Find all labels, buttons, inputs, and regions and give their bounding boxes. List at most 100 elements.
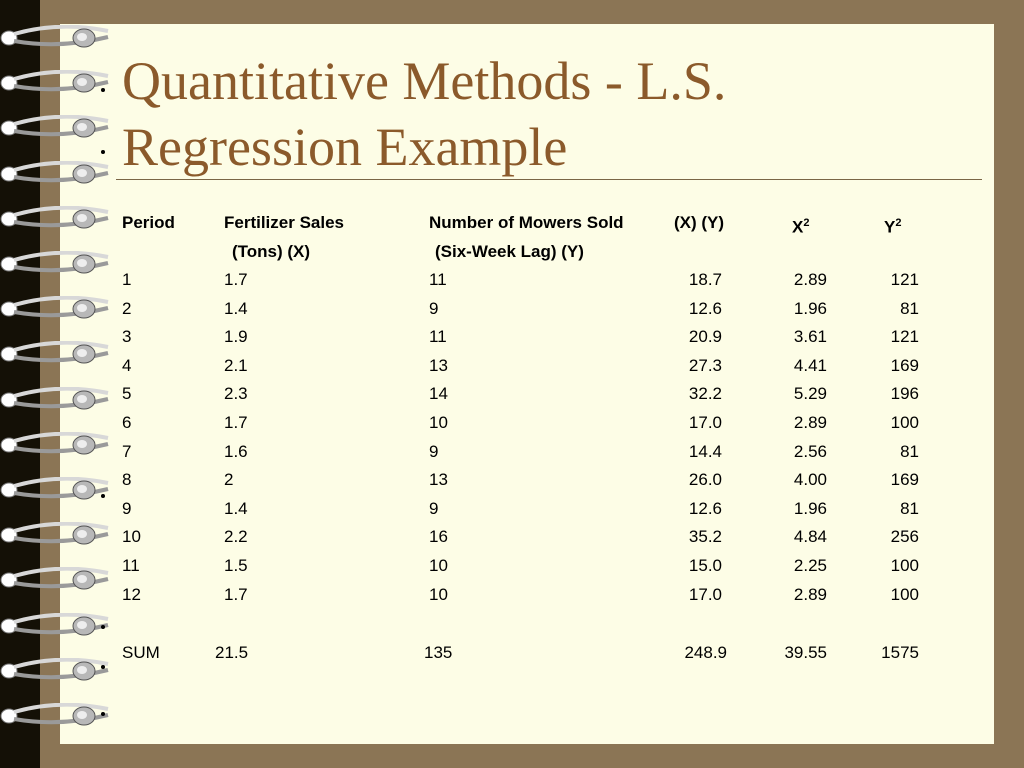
cell-fertilizer: 1.7 — [224, 413, 248, 432]
cell-x-squared: 2.25 — [793, 556, 827, 575]
cell-xy: 18.7 — [688, 270, 722, 289]
spiral-ring-icon — [0, 160, 109, 184]
cell-fertilizer: 2 — [224, 470, 234, 490]
cell-x-squared: 2.89 — [793, 584, 827, 604]
cell-xy: 12.6 — [688, 498, 722, 518]
cell-period: 10 — [122, 527, 141, 547]
bullet-dot — [101, 88, 105, 92]
cell-xy: 17.0 — [688, 413, 722, 432]
spiral-ring-icon — [0, 477, 109, 500]
cell-mowers: 10 — [429, 556, 448, 575]
cell-fertilizer: 1.4 — [224, 298, 248, 318]
spiral-ring-icon — [0, 522, 109, 545]
cell-mowers: 9 — [429, 441, 439, 461]
spiral-ring-icon — [0, 386, 109, 410]
spiral-ring-icon — [0, 657, 109, 681]
cell-x-squared: 4.84 — [793, 527, 827, 547]
sum-mowers: 135 — [424, 643, 453, 662]
cell-x-squared: 3.61 — [793, 327, 827, 347]
cell-fertilizer: 1.6 — [224, 441, 248, 461]
cell-y-squared: 81 — [900, 441, 919, 461]
cell-x-squared: 2.89 — [793, 270, 827, 289]
cell-xy: 12.6 — [688, 298, 722, 318]
spiral-ring-icon — [0, 115, 109, 138]
bullet-dot — [101, 150, 105, 154]
cell-mowers: 9 — [429, 298, 439, 318]
cell-period: 9 — [122, 498, 132, 518]
cell-y-squared: 100 — [890, 413, 919, 432]
cell-period: 12 — [122, 584, 141, 604]
cell-xy: 26.0 — [688, 470, 722, 490]
cell-mowers: 10 — [429, 413, 448, 432]
title-line-1: Quantitative Methods - L.S. — [122, 51, 727, 111]
cell-period: 11 — [122, 556, 140, 575]
spiral-ring-icon — [0, 567, 109, 590]
spiral-ring-icon — [0, 341, 109, 364]
header-six-week-lag-y: (Six-Week Lag) (Y) — [435, 242, 584, 261]
spiral-ring-icon — [0, 205, 109, 229]
header-xy: (X) (Y) — [674, 213, 725, 232]
cell-mowers: 11 — [429, 327, 447, 347]
cell-y-squared: 256 — [890, 527, 919, 547]
spiral-ring-icon — [0, 70, 109, 93]
header-x-squared: X2 — [792, 217, 810, 237]
cell-period: 8 — [122, 470, 132, 490]
cell-fertilizer: 2.1 — [224, 355, 248, 375]
cell-y-squared: 121 — [890, 327, 919, 347]
spiral-ring-icon — [0, 25, 109, 48]
spiral-ring-icon — [0, 431, 109, 455]
cell-y-squared: 121 — [890, 270, 919, 289]
cell-xy: 15.0 — [688, 556, 722, 575]
sum-y-squared: 1575 — [881, 643, 919, 662]
bullet-dot — [101, 494, 105, 498]
sum-fertilizer: 21.5 — [215, 643, 249, 662]
cell-mowers: 13 — [429, 355, 448, 375]
bullet-dot — [101, 665, 105, 669]
cell-x-squared: 1.96 — [793, 298, 827, 318]
superscript: 2 — [895, 217, 902, 229]
cell-y-squared: 169 — [890, 355, 919, 375]
header-y-squared: Y2 — [884, 217, 902, 237]
cell-period: 5 — [122, 384, 132, 404]
cell-xy: 35.2 — [688, 527, 722, 547]
cell-period: 4 — [122, 355, 132, 375]
binding-shadow — [40, 0, 60, 768]
cell-fertilizer: 1.7 — [224, 270, 248, 289]
title-divider — [116, 179, 982, 180]
spiral-ring-icon — [0, 612, 109, 636]
cell-x-squared: 4.00 — [793, 470, 827, 490]
cell-period: 7 — [122, 441, 132, 461]
spiral-ring-icon — [0, 251, 109, 274]
cell-xy: 27.3 — [688, 355, 722, 375]
superscript: 2 — [803, 217, 810, 229]
cell-period: 2 — [122, 298, 132, 318]
cell-xy: 17.0 — [688, 584, 722, 604]
cell-x-squared: 4.41 — [793, 355, 827, 375]
sum-x-squared: 39.55 — [784, 643, 827, 662]
cell-x-squared: 2.89 — [793, 413, 827, 432]
cell-mowers: 10 — [429, 584, 448, 604]
header-mowers-sold: Number of Mowers Sold — [429, 213, 624, 232]
cell-period: 6 — [122, 413, 132, 432]
slide-paper — [60, 24, 994, 744]
cell-mowers: 16 — [429, 527, 448, 547]
cell-y-squared: 196 — [890, 384, 919, 404]
cell-y-squared: 100 — [890, 556, 919, 575]
slide-title: Quantitative Methods - L.S. Regression Ex… — [122, 48, 1002, 180]
cell-mowers: 11 — [429, 270, 447, 289]
cell-mowers: 14 — [429, 384, 448, 404]
cell-y-squared: 169 — [890, 470, 919, 490]
cell-xy: 20.9 — [688, 327, 722, 347]
spiral-ring-icon — [0, 703, 109, 726]
cell-xy: 14.4 — [688, 441, 722, 461]
cell-mowers: 9 — [429, 498, 439, 518]
cell-fertilizer: 1.9 — [224, 327, 248, 347]
header-tons-x: (Tons) (X) — [232, 242, 311, 261]
bullet-dot — [101, 625, 105, 629]
cell-y-squared: 81 — [900, 498, 919, 518]
cell-fertilizer: 1.5 — [224, 556, 248, 575]
cell-y-squared: 81 — [900, 298, 919, 318]
cell-x-squared: 5.29 — [793, 384, 827, 404]
bullet-dot — [101, 712, 105, 716]
